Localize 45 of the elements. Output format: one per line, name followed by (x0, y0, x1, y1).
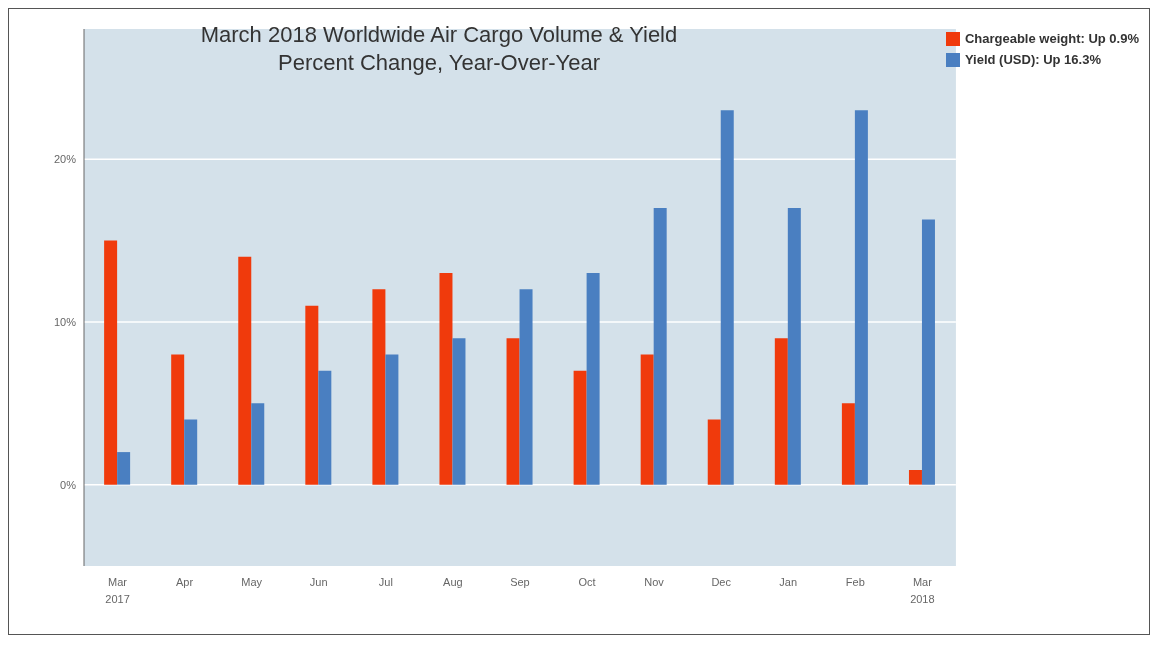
bar (573, 370, 587, 485)
chart-title: March 2018 Worldwide Air Cargo Volume & Yield Percent Change, Year-Over-Year (199, 21, 679, 77)
bar (452, 338, 466, 485)
bar (439, 273, 453, 485)
y-tick-label: 10% (53, 315, 77, 328)
x-tick-label: Nov (644, 576, 665, 588)
bar (707, 419, 721, 485)
bar (908, 469, 922, 485)
bar (104, 240, 118, 485)
x-tick-label: Feb (845, 576, 865, 588)
x-tick-label: Jan (779, 576, 798, 588)
y-tick-label: 0% (60, 478, 77, 491)
bar (506, 338, 520, 485)
bar (841, 403, 855, 485)
bar (238, 256, 252, 485)
bar (774, 338, 788, 485)
x-tick-label: Mar 2018 (910, 576, 935, 605)
x-tick-label: Sep (510, 576, 530, 588)
x-tick-label: May (241, 576, 263, 588)
bar (720, 110, 734, 485)
x-tick-label: Apr (176, 576, 194, 588)
legend-label: Chargeable weight: Up 0.9% (964, 31, 1139, 46)
bar (854, 110, 868, 485)
bar (171, 354, 185, 485)
x-tick-label: Oct (578, 576, 596, 588)
bar (184, 419, 198, 485)
bar (640, 354, 654, 485)
bar (787, 208, 801, 485)
bar (653, 208, 667, 485)
bar (921, 219, 935, 485)
bar (305, 305, 319, 485)
x-tick-label: Aug (443, 576, 463, 588)
x-tick-label: Dec (711, 576, 732, 588)
bar (117, 452, 131, 485)
legend-label: Yield (USD): Up 16.3% (964, 52, 1101, 67)
bar (586, 273, 600, 485)
bar (318, 370, 332, 485)
x-tick-label: Jun (309, 576, 328, 588)
bar (251, 403, 265, 485)
x-tick-label: Mar 2017 (105, 576, 130, 605)
x-tick-label: Jul (378, 576, 393, 588)
bar (385, 354, 399, 485)
bar (519, 289, 533, 485)
bar (372, 289, 386, 485)
y-tick-label: 20% (53, 153, 77, 166)
